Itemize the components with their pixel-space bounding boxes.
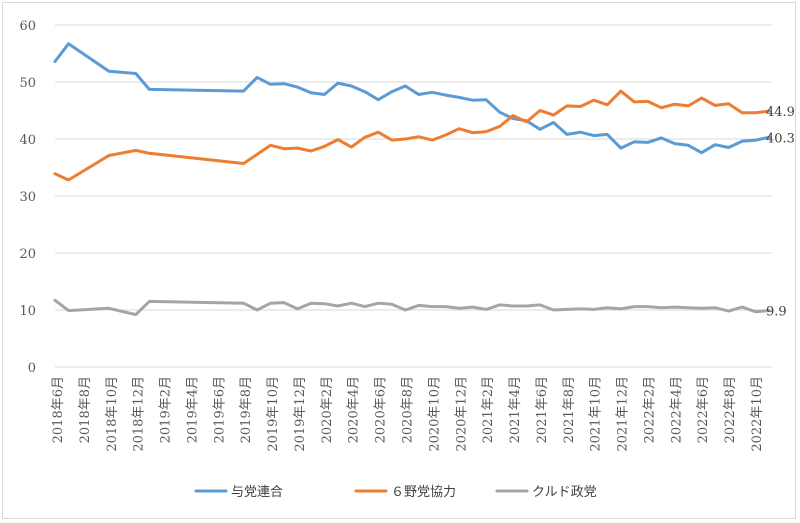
x-tick-label: 2020年8月	[401, 376, 416, 443]
x-tick-label: 2019年4月	[185, 376, 200, 443]
x-tick-label: 2019年12月	[293, 376, 308, 452]
legend: 与党連合 ６野党協力 クルド政党	[194, 485, 597, 500]
y-tick-label: 60	[19, 19, 36, 34]
x-tick-label: 2019年10月	[266, 376, 281, 452]
series-lines	[53, 42, 771, 317]
x-tick-label: 2021年8月	[562, 376, 577, 443]
x-tick-label: 2022年10月	[750, 376, 765, 452]
series-line-2	[53, 89, 771, 182]
x-tick-label: 2021年6月	[535, 376, 550, 443]
x-tick-label: 2022年2月	[642, 376, 657, 443]
x-tick-label: 2020年4月	[347, 376, 362, 443]
x-tick-label: 2021年4月	[508, 376, 523, 443]
x-tick-label: 2018年12月	[132, 376, 147, 452]
y-tick-label: 0	[28, 361, 36, 376]
x-tick-label: 2018年8月	[78, 376, 93, 443]
end-labels: 40.3 44.9 9.9	[766, 105, 795, 320]
x-tick-label: 2018年6月	[51, 376, 66, 443]
series-line-1	[53, 42, 771, 155]
x-axis-ticks: 2018年6月 2018年8月 2018年10月 2018年12月 2019年2月 201…	[51, 376, 765, 452]
x-tick-label: 2019年8月	[239, 376, 254, 443]
end-value-label: 44.9	[766, 105, 795, 120]
y-tick-label: 50	[19, 76, 36, 91]
x-tick-label: 2021年2月	[481, 376, 496, 443]
legend-label: クルド政党	[532, 485, 597, 500]
x-tick-label: 2022年6月	[696, 376, 711, 443]
y-axis-ticks: 0 10 20 30 40 50 60	[19, 19, 36, 376]
x-tick-label: 2021年10月	[589, 376, 604, 452]
x-tick-label: 2022年8月	[723, 376, 738, 443]
x-tick-label: 2019年6月	[212, 376, 227, 443]
x-tick-label: 2022年4月	[669, 376, 684, 443]
y-tick-label: 10	[19, 304, 36, 319]
end-value-label: 9.9	[766, 305, 787, 320]
x-tick-label: 2020年10月	[427, 376, 442, 452]
x-tick-label: 2020年12月	[454, 376, 469, 452]
x-tick-label: 2018年10月	[105, 376, 120, 452]
series-line-3	[53, 298, 771, 317]
x-tick-label: 2020年6月	[374, 376, 389, 443]
y-tick-label: 40	[19, 133, 36, 148]
legend-label: 与党連合	[231, 485, 283, 500]
y-tick-label: 20	[19, 247, 36, 262]
legend-label: ６野党協力	[391, 485, 456, 500]
gridlines	[55, 24, 772, 368]
x-tick-label: 2019年2月	[159, 376, 174, 443]
x-tick-label: 2021年12月	[616, 376, 631, 452]
y-tick-label: 30	[19, 190, 36, 205]
x-tick-label: 2020年2月	[320, 376, 335, 443]
end-value-label: 40.3	[766, 131, 795, 146]
